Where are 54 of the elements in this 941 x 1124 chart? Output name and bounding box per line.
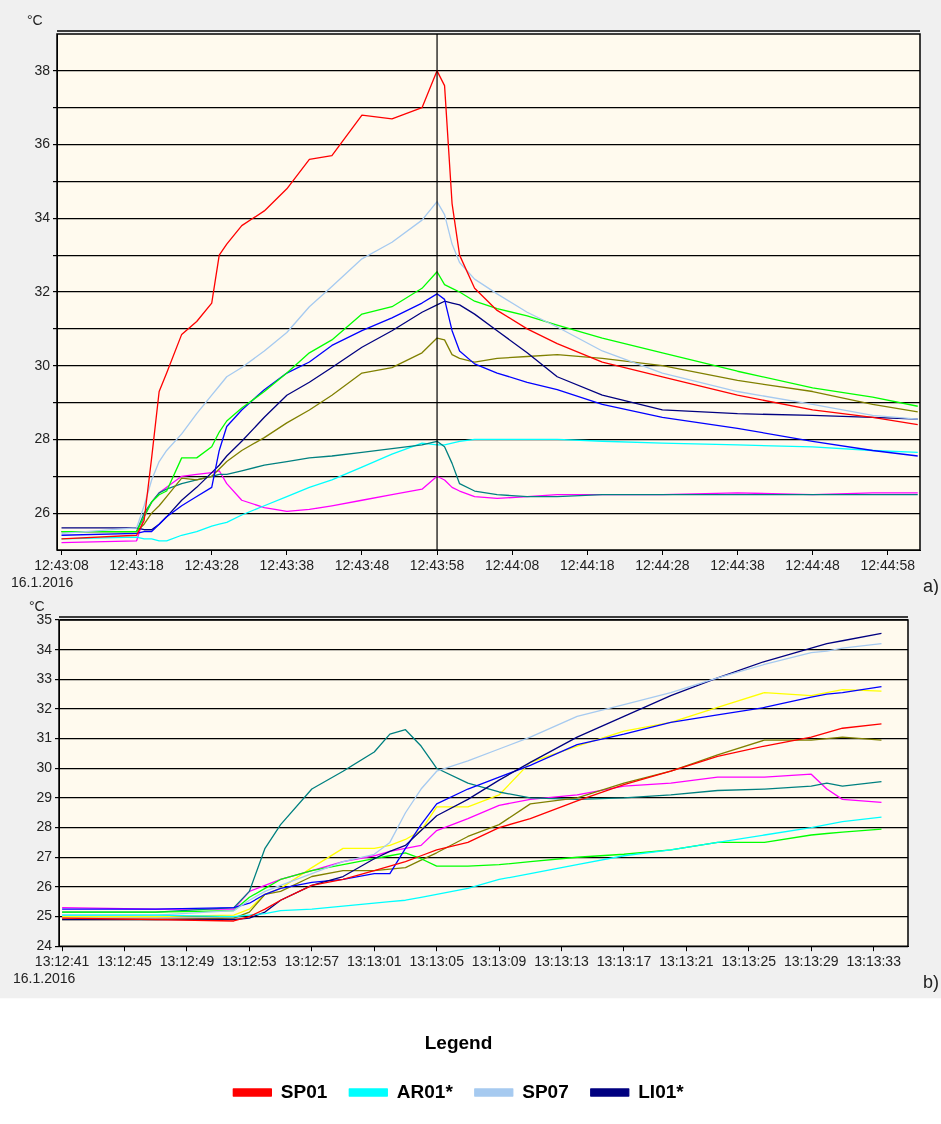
y-tick-label: 32 [34,282,51,299]
x-tick-label: 13:12:49 [159,953,215,970]
y-tick-label: 30 [36,759,53,776]
x-tick-label: 12:44:08 [484,557,540,574]
x-tick-label: 13:13:13 [534,953,589,970]
x-tick-label: 13:13:21 [659,953,714,970]
x-tick-label: 13:12:41 [34,953,90,970]
y-tick-label: 27 [36,848,53,865]
y-tick-label: 34 [36,640,53,657]
x-tick-label: 12:44:48 [785,557,841,574]
y-tick-label: 25 [36,907,53,924]
x-tick-label: 13:13:25 [721,953,777,970]
legend-title: Legend [424,1031,493,1053]
x-tick-label: 13:13:01 [347,953,402,970]
y-tick-label: 33 [36,670,53,687]
x-tick-label: 13:13:09 [471,953,527,970]
legend-label: SP01 [280,1080,328,1102]
y-axis-title: °C [27,11,43,28]
y-tick-label: 31 [36,729,53,746]
x-tick-label: 12:43:18 [109,557,165,574]
x-tick-label: 12:43:58 [409,557,465,574]
x-tick-label: 13:12:57 [284,953,340,970]
x-tick-label: 13:13:05 [409,953,465,970]
legend-label: LI01* [638,1080,685,1102]
x-tick-label: 12:44:28 [635,557,690,574]
x-tick-label: 12:43:08 [34,557,89,574]
y-tick-label: 29 [36,788,53,805]
x-tick-label: 12:44:58 [860,557,916,574]
y-tick-label: 26 [34,504,51,520]
y-tick-label: 34 [34,209,51,226]
y-tick-label: 36 [34,135,51,152]
legend-label: SP07 [522,1080,569,1102]
y-tick-label: 32 [36,699,53,716]
text: b) [922,972,939,993]
y-tick-label: 30 [34,356,51,373]
text: 16.1.2016 [11,573,74,590]
x-tick-label: 13:13:33 [846,953,902,970]
legend-label: AR01* [396,1080,454,1102]
y-tick-label: 28 [36,818,53,835]
x-tick-label: 12:44:38 [710,557,765,574]
y-tick-label: 24 [36,937,53,954]
text: 16.1.2016 [13,970,76,987]
x-tick-label: 13:12:45 [97,953,153,970]
y-tick-label: 26 [36,877,53,894]
text: a) [922,575,939,596]
x-tick-label: 12:43:28 [184,557,240,574]
y-tick-label: 38 [34,61,51,78]
y-tick-label: 28 [34,430,51,447]
x-tick-label: 12:43:48 [334,557,390,574]
x-tick-label: 13:13:17 [596,953,652,970]
x-tick-label: 12:43:38 [259,557,315,574]
x-tick-label: 13:12:53 [222,953,277,970]
x-tick-label: 12:44:18 [560,557,615,574]
x-tick-label: 13:13:29 [783,953,839,970]
